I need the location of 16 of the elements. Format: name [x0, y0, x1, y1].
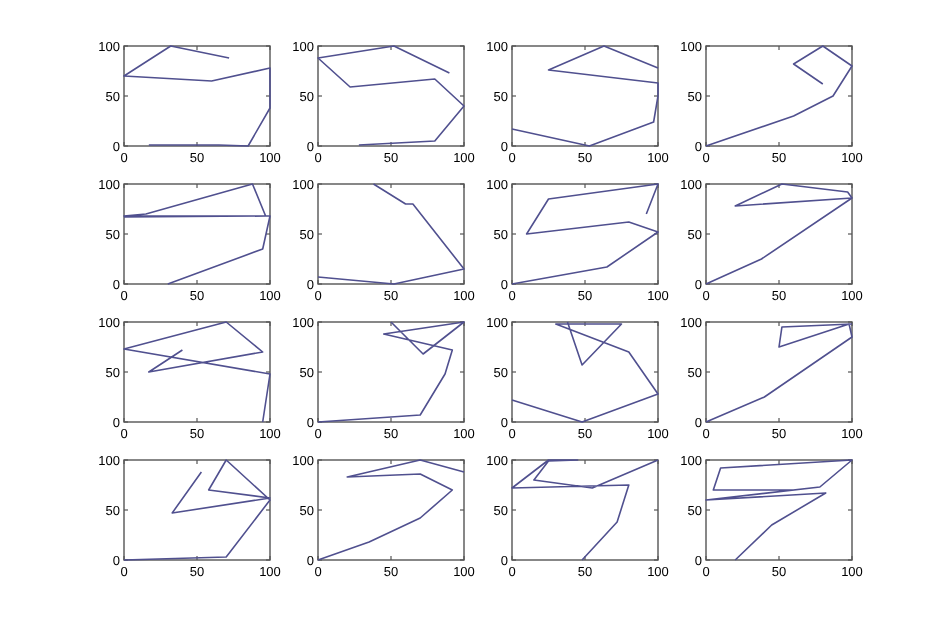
line-series — [511, 183, 659, 285]
line-series — [511, 45, 659, 147]
line-series — [705, 183, 853, 285]
line-series — [123, 45, 271, 147]
line-series — [705, 459, 853, 561]
line-series — [511, 321, 659, 423]
line-series — [317, 321, 465, 423]
line-series — [317, 183, 465, 285]
line-series — [705, 323, 853, 423]
line-series — [317, 459, 465, 561]
line-series — [705, 45, 853, 147]
line-series — [123, 321, 271, 423]
line-series — [511, 459, 659, 561]
line-series — [317, 45, 465, 146]
line-series — [123, 183, 271, 285]
line-series — [123, 459, 271, 561]
